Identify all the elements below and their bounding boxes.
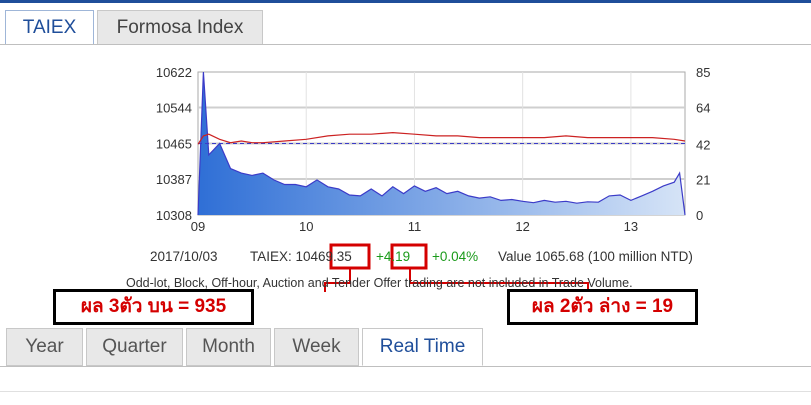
index-value: TAIEX: 10469.35 xyxy=(250,249,352,264)
footer-rule xyxy=(0,391,811,392)
y-left-tick-label: 10308 xyxy=(156,208,192,223)
y-left-tick-label: 10544 xyxy=(156,101,192,116)
price-line xyxy=(197,71,686,216)
tab-bar-rule xyxy=(0,44,811,45)
tab-year[interactable]: Year xyxy=(6,328,83,366)
tab-quarter[interactable]: Quarter xyxy=(86,328,183,366)
x-tick-label: 12 xyxy=(515,219,529,234)
percent-change: +0.04% xyxy=(432,249,479,264)
highlight-box-index xyxy=(329,243,371,270)
change-value: +4.19 xyxy=(376,249,411,264)
tab-real-time[interactable]: Real Time xyxy=(362,328,483,366)
tab-taiex[interactable]: TAIEX xyxy=(5,10,94,45)
tab-week[interactable]: Week xyxy=(274,328,359,366)
x-tick-label: 11 xyxy=(408,219,422,234)
y-axis-right-ticks: 85 64 42 21 0 xyxy=(696,65,710,223)
y-right-tick-label: 64 xyxy=(696,100,710,115)
volume-line xyxy=(197,131,686,145)
top-accent-rule xyxy=(0,0,811,3)
y-right-tick-label: 42 xyxy=(696,137,710,152)
left-connector xyxy=(324,268,351,292)
y-left-tick-label: 10465 xyxy=(156,137,192,152)
annotation-right: ผล 2ตัว ล่าง = 19 xyxy=(507,289,698,325)
y-left-tick-label: 10387 xyxy=(156,172,192,187)
y-right-tick-label: 85 xyxy=(696,65,710,80)
trade-volume-note: Odd-lot, Block, Off-hour, Auction and Te… xyxy=(126,276,633,290)
right-connector xyxy=(409,268,589,292)
annotation-left: ผล 3ตัว บน = 935 xyxy=(53,289,254,325)
x-axis-ticks: 09 10 11 12 13 xyxy=(191,219,638,234)
price-area xyxy=(198,72,685,215)
y-axis-left-ticks: 10622 10544 10465 10387 10308 xyxy=(156,65,192,223)
y-right-tick-label: 21 xyxy=(696,173,710,188)
y-right-tick-label: 0 xyxy=(696,208,703,223)
period-tab-rule xyxy=(0,366,811,367)
x-tick-label: 13 xyxy=(624,219,638,234)
highlight-box-change xyxy=(390,243,428,270)
info-line: 2017/10/03 TAIEX: 10469.35 +4.19 +0.04% … xyxy=(0,249,811,269)
tab-month[interactable]: Month xyxy=(186,328,271,366)
x-tick-label: 10 xyxy=(299,219,313,234)
trade-value: Value 1065.68 (100 million NTD) xyxy=(498,249,693,264)
y-left-tick-label: 10622 xyxy=(156,65,192,80)
x-tick-label: 09 xyxy=(191,219,205,234)
date-text: 2017/10/03 xyxy=(150,249,218,264)
